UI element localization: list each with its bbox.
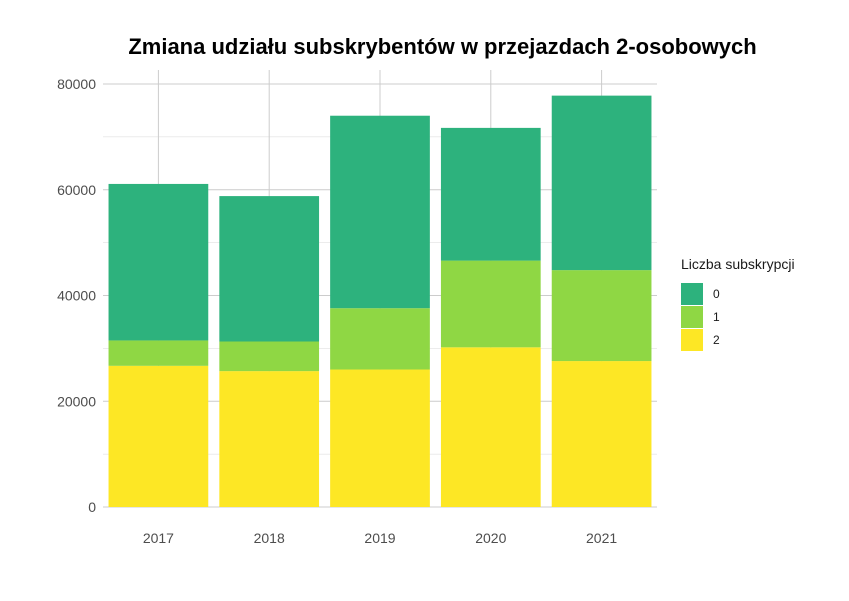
- x-axis-ticks: 2017 2018 2019 2020 2021: [143, 530, 618, 546]
- y-tick-label: 20000: [57, 393, 96, 409]
- y-tick-label: 0: [88, 499, 96, 515]
- y-tick-label: 40000: [57, 288, 96, 304]
- bar-segment-2018-1: [219, 341, 320, 372]
- bar-segment-2021-1: [551, 270, 652, 362]
- x-tick-label: 2020: [475, 530, 506, 546]
- bars: [108, 95, 652, 507]
- legend-label: 0: [713, 286, 720, 301]
- y-tick-label: 80000: [57, 76, 96, 92]
- x-tick-label: 2018: [254, 530, 285, 546]
- bar-segment-2017-2: [108, 365, 209, 507]
- chart-title: Zmiana udziału subskrybentów w przejazda…: [128, 34, 757, 59]
- bar-segment-2017-0: [108, 183, 209, 341]
- legend-label: 1: [713, 309, 720, 324]
- bar-segment-2021-0: [551, 95, 652, 271]
- x-tick-label: 2017: [143, 530, 174, 546]
- bar-segment-2020-1: [440, 260, 541, 348]
- bar-segment-2017-1: [108, 340, 209, 366]
- x-tick-label: 2021: [586, 530, 617, 546]
- legend-item: 1: [681, 305, 795, 328]
- bar-segment-2021-2: [551, 361, 652, 507]
- legend-swatch: [681, 282, 703, 305]
- bar-segment-2019-2: [330, 369, 430, 507]
- legend-label: 2: [713, 332, 720, 347]
- y-axis-ticks: 0 20000 40000 60000 80000: [57, 76, 96, 515]
- bar-segment-2020-0: [440, 127, 541, 261]
- x-tick-label: 2019: [364, 530, 395, 546]
- legend-item: 0: [681, 282, 795, 305]
- bar-segment-2019-1: [330, 308, 430, 370]
- bar-segment-2020-2: [440, 347, 541, 507]
- legend-title: Liczba subskrypcji: [681, 256, 795, 272]
- legend-swatch: [681, 305, 703, 328]
- legend: Liczba subskrypcji 0 1 2: [681, 256, 795, 351]
- bar-segment-2019-0: [330, 115, 430, 309]
- legend-swatch: [681, 328, 703, 351]
- legend-items: 0 1 2: [681, 282, 795, 351]
- y-tick-label: 60000: [57, 182, 96, 198]
- bar-segment-2018-2: [219, 371, 320, 507]
- legend-item: 2: [681, 328, 795, 351]
- bar-segment-2018-0: [219, 196, 320, 342]
